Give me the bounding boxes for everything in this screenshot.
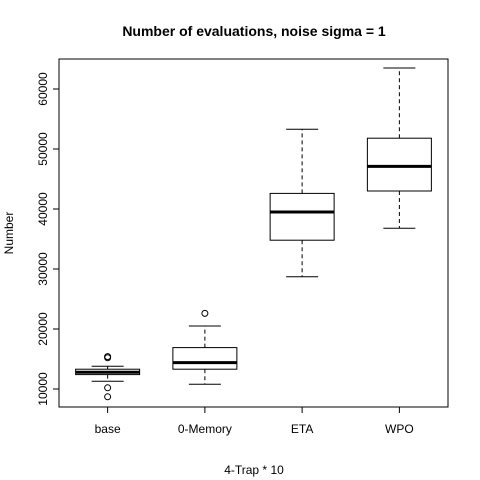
box-wpo [366,67,432,229]
box-base [75,353,141,401]
y-axis: 10000 20000 30000 40000 50000 60000 [36,72,59,406]
box-0-memory [172,309,238,385]
box-eta [269,128,335,278]
chart-title: Number of evaluations, noise sigma = 1 [122,23,386,39]
outlier-point [201,309,209,317]
x-tick-label: WPO [385,422,414,436]
x-tick-label: 0-Memory [178,422,232,436]
outlier-point [104,384,112,392]
y-tick-label: 50000 [36,132,50,166]
box-body [172,347,238,370]
box-body [269,192,335,241]
y-tick-label: 60000 [36,72,50,106]
outlier-point [104,353,112,361]
x-tick-label: ETA [291,422,313,436]
y-tick-label: 30000 [36,252,50,286]
x-tick-label: base [95,422,121,436]
y-tick-label: 40000 [36,192,50,226]
boxes-group [75,67,432,401]
y-tick-label: 10000 [36,372,50,406]
plot-frame [58,58,449,408]
box-body [366,137,432,192]
y-axis-label: Number [2,212,16,255]
x-axis: base 0-Memory ETA WPO [95,407,414,436]
x-axis-label: 4-Trap * 10 [224,463,284,477]
y-tick-label: 20000 [36,312,50,346]
outlier-point [104,393,112,401]
